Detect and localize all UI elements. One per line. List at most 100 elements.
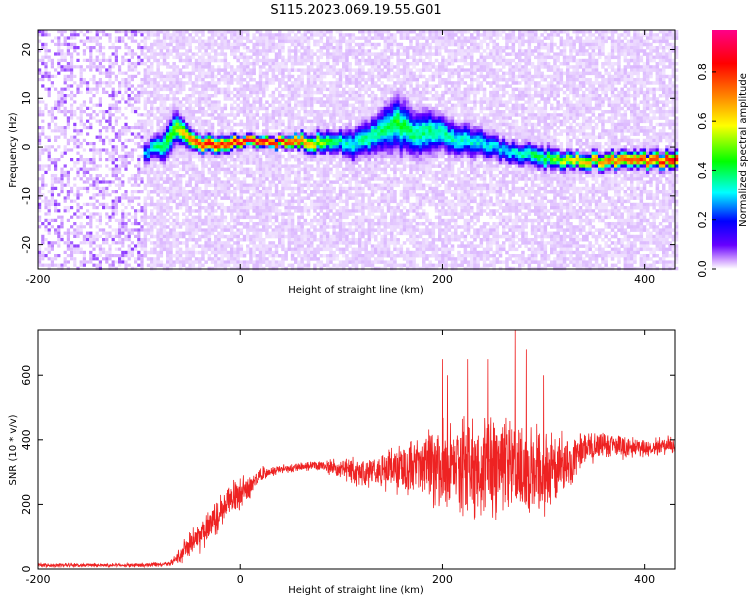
spectrogram-cell — [316, 110, 320, 114]
spectrogram-cell — [255, 94, 260, 98]
spectrogram-cell — [114, 90, 118, 94]
spectrogram-cell — [204, 151, 208, 156]
spectrogram-cell — [111, 126, 115, 130]
spectrogram-cell — [92, 145, 96, 149]
spectrogram-cell — [294, 164, 298, 168]
spectrogram-cell — [281, 94, 285, 98]
spectrogram-cell — [210, 138, 215, 143]
spectrogram-cell — [294, 94, 298, 98]
spectrogram-cell — [166, 199, 170, 204]
spectrogram-cell — [182, 231, 186, 236]
spectrogram-cell — [178, 116, 183, 120]
spectrogram-cell — [137, 142, 141, 146]
spectrogram-cell — [262, 116, 266, 120]
spectrogram-cell — [271, 33, 276, 37]
spectrogram-cell — [242, 177, 247, 181]
spectrogram-cell — [265, 100, 269, 104]
spectrogram-cell — [41, 55, 45, 59]
spectrogram-cell — [274, 52, 279, 56]
spectrogram-cell — [60, 266, 64, 270]
spectrogram-cell — [249, 74, 253, 79]
spectrogram-cell — [130, 138, 134, 142]
spectrogram-cell — [226, 71, 231, 76]
spectrogram-cell — [162, 106, 167, 111]
spectrogram-cell — [178, 151, 183, 156]
spectrogram-cell — [297, 177, 301, 181]
spectrogram-cell — [303, 170, 308, 175]
spectrogram-cell — [207, 68, 212, 72]
spectrogram-cell — [326, 234, 330, 239]
spectrogram-cell — [169, 129, 173, 133]
spectrogram-cell — [166, 110, 170, 114]
spectrogram-cell — [207, 225, 212, 229]
spectrogram-cell — [162, 190, 167, 194]
spectrogram-cell — [214, 218, 218, 223]
spectrogram-cell — [130, 183, 134, 187]
spectrogram-cell — [118, 68, 122, 72]
spectrogram-cell — [281, 231, 285, 236]
spectrogram-cell — [70, 110, 74, 114]
spectrogram-cell — [316, 260, 320, 264]
spectrogram-cell — [134, 209, 138, 213]
spectrogram-cell — [105, 135, 109, 139]
spectrogram-cell — [50, 161, 54, 165]
spectrogram-cell — [102, 55, 106, 59]
spectrogram-cell — [338, 74, 343, 79]
spectrogram-cell — [150, 161, 154, 165]
spectrogram-cell — [246, 87, 250, 92]
spectrogram-cell — [92, 78, 96, 82]
spectrogram-cell — [153, 90, 157, 95]
spectrogram-cell — [294, 148, 298, 152]
spectrogram-cell — [140, 46, 144, 50]
spectrogram-cell — [300, 52, 304, 56]
spectrogram-cell — [198, 177, 202, 181]
spectrogram-cell — [310, 250, 314, 255]
spectrogram-cell — [274, 138, 279, 143]
spectrogram-cell — [281, 138, 285, 143]
spectrogram-cell — [271, 164, 276, 168]
spectrogram-cell — [319, 74, 324, 79]
spectrogram-cell — [60, 186, 64, 190]
spectrogram-cell — [290, 42, 295, 47]
spectrogram-cell — [178, 103, 183, 108]
spectrogram-cell — [121, 97, 125, 101]
spectrogram-cell — [185, 74, 189, 79]
spectrogram-cell — [162, 81, 167, 85]
spectrogram-cell — [230, 65, 234, 69]
spectrogram-cell — [319, 39, 324, 44]
spectrogram-cell — [95, 68, 99, 72]
spectrogram-cell — [322, 148, 327, 152]
spectrogram-cell — [114, 119, 118, 123]
spectrogram-cell — [89, 241, 93, 245]
spectrogram-cell — [102, 241, 106, 245]
spectrogram-cell — [114, 266, 118, 270]
spectrogram-cell — [271, 161, 276, 165]
spectrogram-cell — [319, 97, 324, 101]
spectrogram-cell — [262, 199, 266, 204]
spectrogram-cell — [265, 170, 269, 175]
spectrogram-cell — [108, 142, 112, 146]
spectrogram-cell — [54, 177, 58, 181]
spectrogram-cell — [124, 46, 128, 50]
spectrogram-cell — [322, 158, 327, 162]
spectrogram-cell — [188, 257, 192, 261]
spectrogram-cell — [233, 129, 237, 133]
spectrogram-cell — [63, 78, 67, 82]
spectrogram-cell — [95, 238, 99, 242]
spectrogram-cell — [169, 135, 173, 140]
spectrogram-cell — [79, 122, 83, 126]
spectrogram-cell — [242, 254, 247, 258]
spectrogram-cell — [310, 145, 314, 149]
spectrogram-cell — [76, 196, 80, 200]
spectrogram-cell — [118, 180, 122, 184]
spectrogram-cell — [201, 167, 205, 172]
spectrogram-cell — [166, 161, 170, 165]
spectrogram-cell — [44, 65, 48, 69]
spectrogram-cell — [130, 151, 134, 155]
spectrogram-cell — [63, 199, 67, 203]
spectrogram-cell — [143, 215, 148, 220]
spectrogram-cell — [153, 116, 157, 120]
spectrogram-cell — [294, 33, 298, 37]
spectrogram-cell — [159, 238, 164, 242]
spectrogram-cell — [236, 68, 240, 72]
